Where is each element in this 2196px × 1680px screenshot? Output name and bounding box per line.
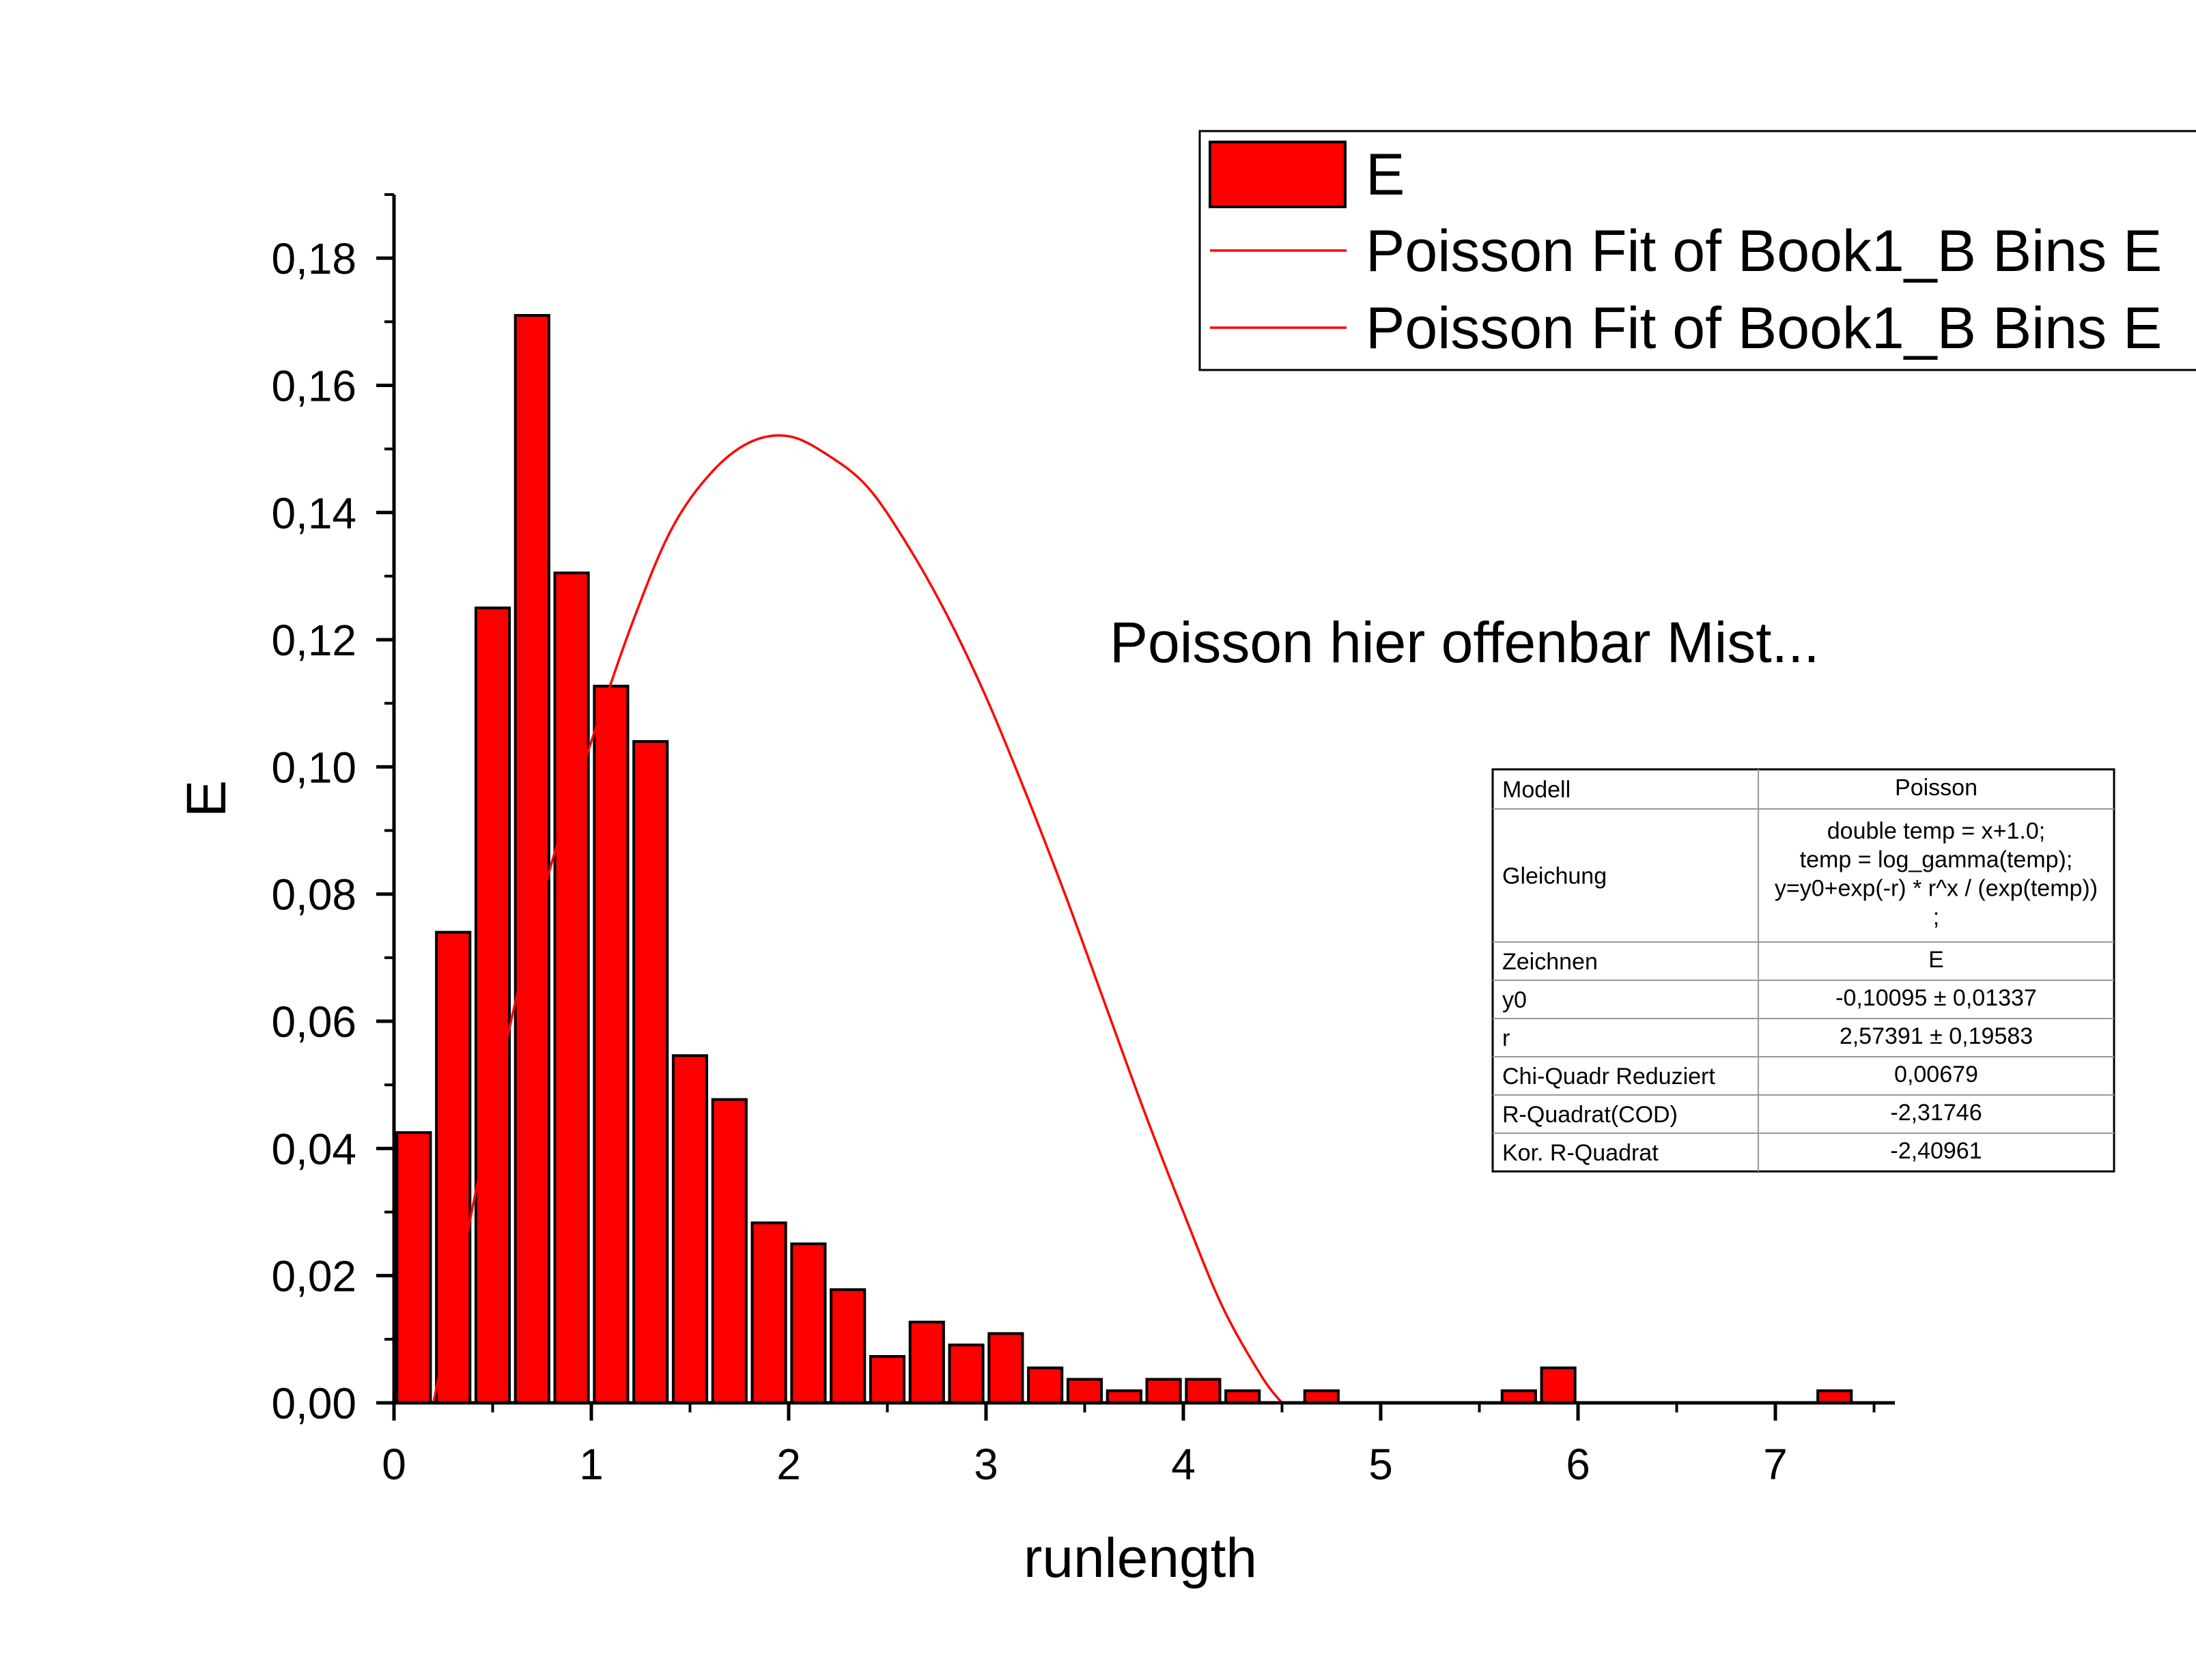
x-tick-label: 3 [974, 1440, 998, 1489]
bar [908, 1320, 945, 1404]
table-row-value: temp = log_gamma(temp); [1800, 847, 2073, 873]
y-tick-label: 0,02 [271, 1252, 356, 1301]
x-tick-label: 5 [1368, 1440, 1393, 1489]
bar [395, 1131, 432, 1405]
y-tick-label: 0,12 [271, 616, 356, 665]
bar [711, 1098, 748, 1404]
y-tick-label: 0,16 [271, 361, 356, 410]
y-tick-label: 0,18 [271, 234, 356, 283]
bar [830, 1288, 867, 1405]
legend-label: E [1366, 142, 1405, 208]
table-row-label: Modell [1502, 777, 1571, 803]
bar [671, 1054, 709, 1405]
fit-curve-layer [432, 434, 1283, 1404]
legend-label: Poisson Fit of Book1_B Bins E [1366, 296, 2162, 361]
table-row-value: 0,00679 [1894, 1062, 1978, 1087]
table-row-label: Kor. R-Quadrat [1502, 1140, 1659, 1166]
bar [1066, 1378, 1103, 1405]
fit-results-table: Modell Poisson Gleichung double temp = x+1.… [1491, 768, 2115, 1173]
table-frame [1491, 768, 2115, 1173]
table-row-value: -0,10095 ± 0,01337 [1835, 985, 2037, 1011]
bar [1303, 1389, 1340, 1405]
bars-layer [395, 314, 1853, 1405]
table-row-label: y0 [1502, 987, 1527, 1013]
legend-label: Poisson Fit of Book1_B Bins E [1366, 218, 2162, 284]
bar [632, 740, 669, 1404]
table-row-label: R-Quadrat(COD) [1502, 1102, 1678, 1128]
table-row-value: y=y0+exp(-r) * r^x / (exp(temp)) [1775, 876, 2098, 902]
x-tick-label: 7 [1763, 1440, 1788, 1489]
bar [1816, 1389, 1853, 1405]
bar [593, 685, 630, 1405]
y-tick-label: 0,08 [271, 870, 356, 920]
legend: E Poisson Fit of Book1_B Bins E Poisson Fi… [1198, 130, 2196, 371]
bar [790, 1242, 827, 1404]
table-row-label: Chi-Quadr Reduziert [1502, 1064, 1715, 1090]
table-row-value: -2,31746 [1890, 1100, 1982, 1126]
bar [1224, 1389, 1261, 1405]
annotation-text: Poisson hier offenbar Mist... [1110, 610, 1820, 674]
y-tick-label: 0,14 [271, 489, 356, 538]
bar [869, 1354, 906, 1405]
bar [474, 606, 511, 1404]
x-tick-label: 1 [579, 1440, 604, 1489]
table-row-label: Gleichung [1502, 864, 1607, 889]
table-row-label: r [1502, 1025, 1510, 1051]
bar [750, 1221, 787, 1404]
table-row-value: Poisson [1895, 775, 1977, 801]
bar [435, 930, 472, 1404]
bar [1185, 1378, 1222, 1405]
legend-swatch-bar [1209, 141, 1347, 208]
y-tick-label: 0,10 [271, 743, 356, 792]
bar [1145, 1378, 1182, 1405]
table-row-value: 2,57391 ± 0,19583 [1840, 1023, 2033, 1049]
bar [987, 1332, 1024, 1404]
bar [1540, 1366, 1577, 1405]
bar [1106, 1389, 1142, 1405]
table-row-value: -2,40961 [1890, 1138, 1982, 1164]
x-tick-label: 0 [382, 1440, 406, 1489]
x-axis-title: runlength [1024, 1527, 1257, 1589]
y-tick-label: 0,00 [271, 1379, 356, 1428]
table-row-value: double temp = x+1.0; [1827, 818, 2045, 844]
y-axis-title: E [175, 780, 238, 818]
table-row-value: E [1928, 947, 1944, 973]
x-tick-label: 2 [776, 1440, 801, 1489]
axes: 0 1 2 3 4 5 6 7 0,00 0,02 0,04 0,06 0,08 0,10 0,12 0,14… [271, 193, 1895, 1489]
table-row-label: Zeichnen [1502, 949, 1598, 975]
bar [1500, 1389, 1537, 1405]
bar [948, 1343, 985, 1404]
bar [1027, 1366, 1064, 1405]
bar [513, 314, 550, 1404]
x-tick-label: 6 [1566, 1440, 1590, 1489]
bar [553, 571, 590, 1405]
y-tick-label: 0,06 [271, 997, 356, 1047]
table-row-value: ; [1933, 905, 1939, 930]
fit-curve-line [432, 434, 1283, 1404]
legend-box [1198, 130, 2196, 371]
x-tick-label: 4 [1171, 1440, 1196, 1489]
y-tick-label: 0,04 [271, 1124, 356, 1173]
